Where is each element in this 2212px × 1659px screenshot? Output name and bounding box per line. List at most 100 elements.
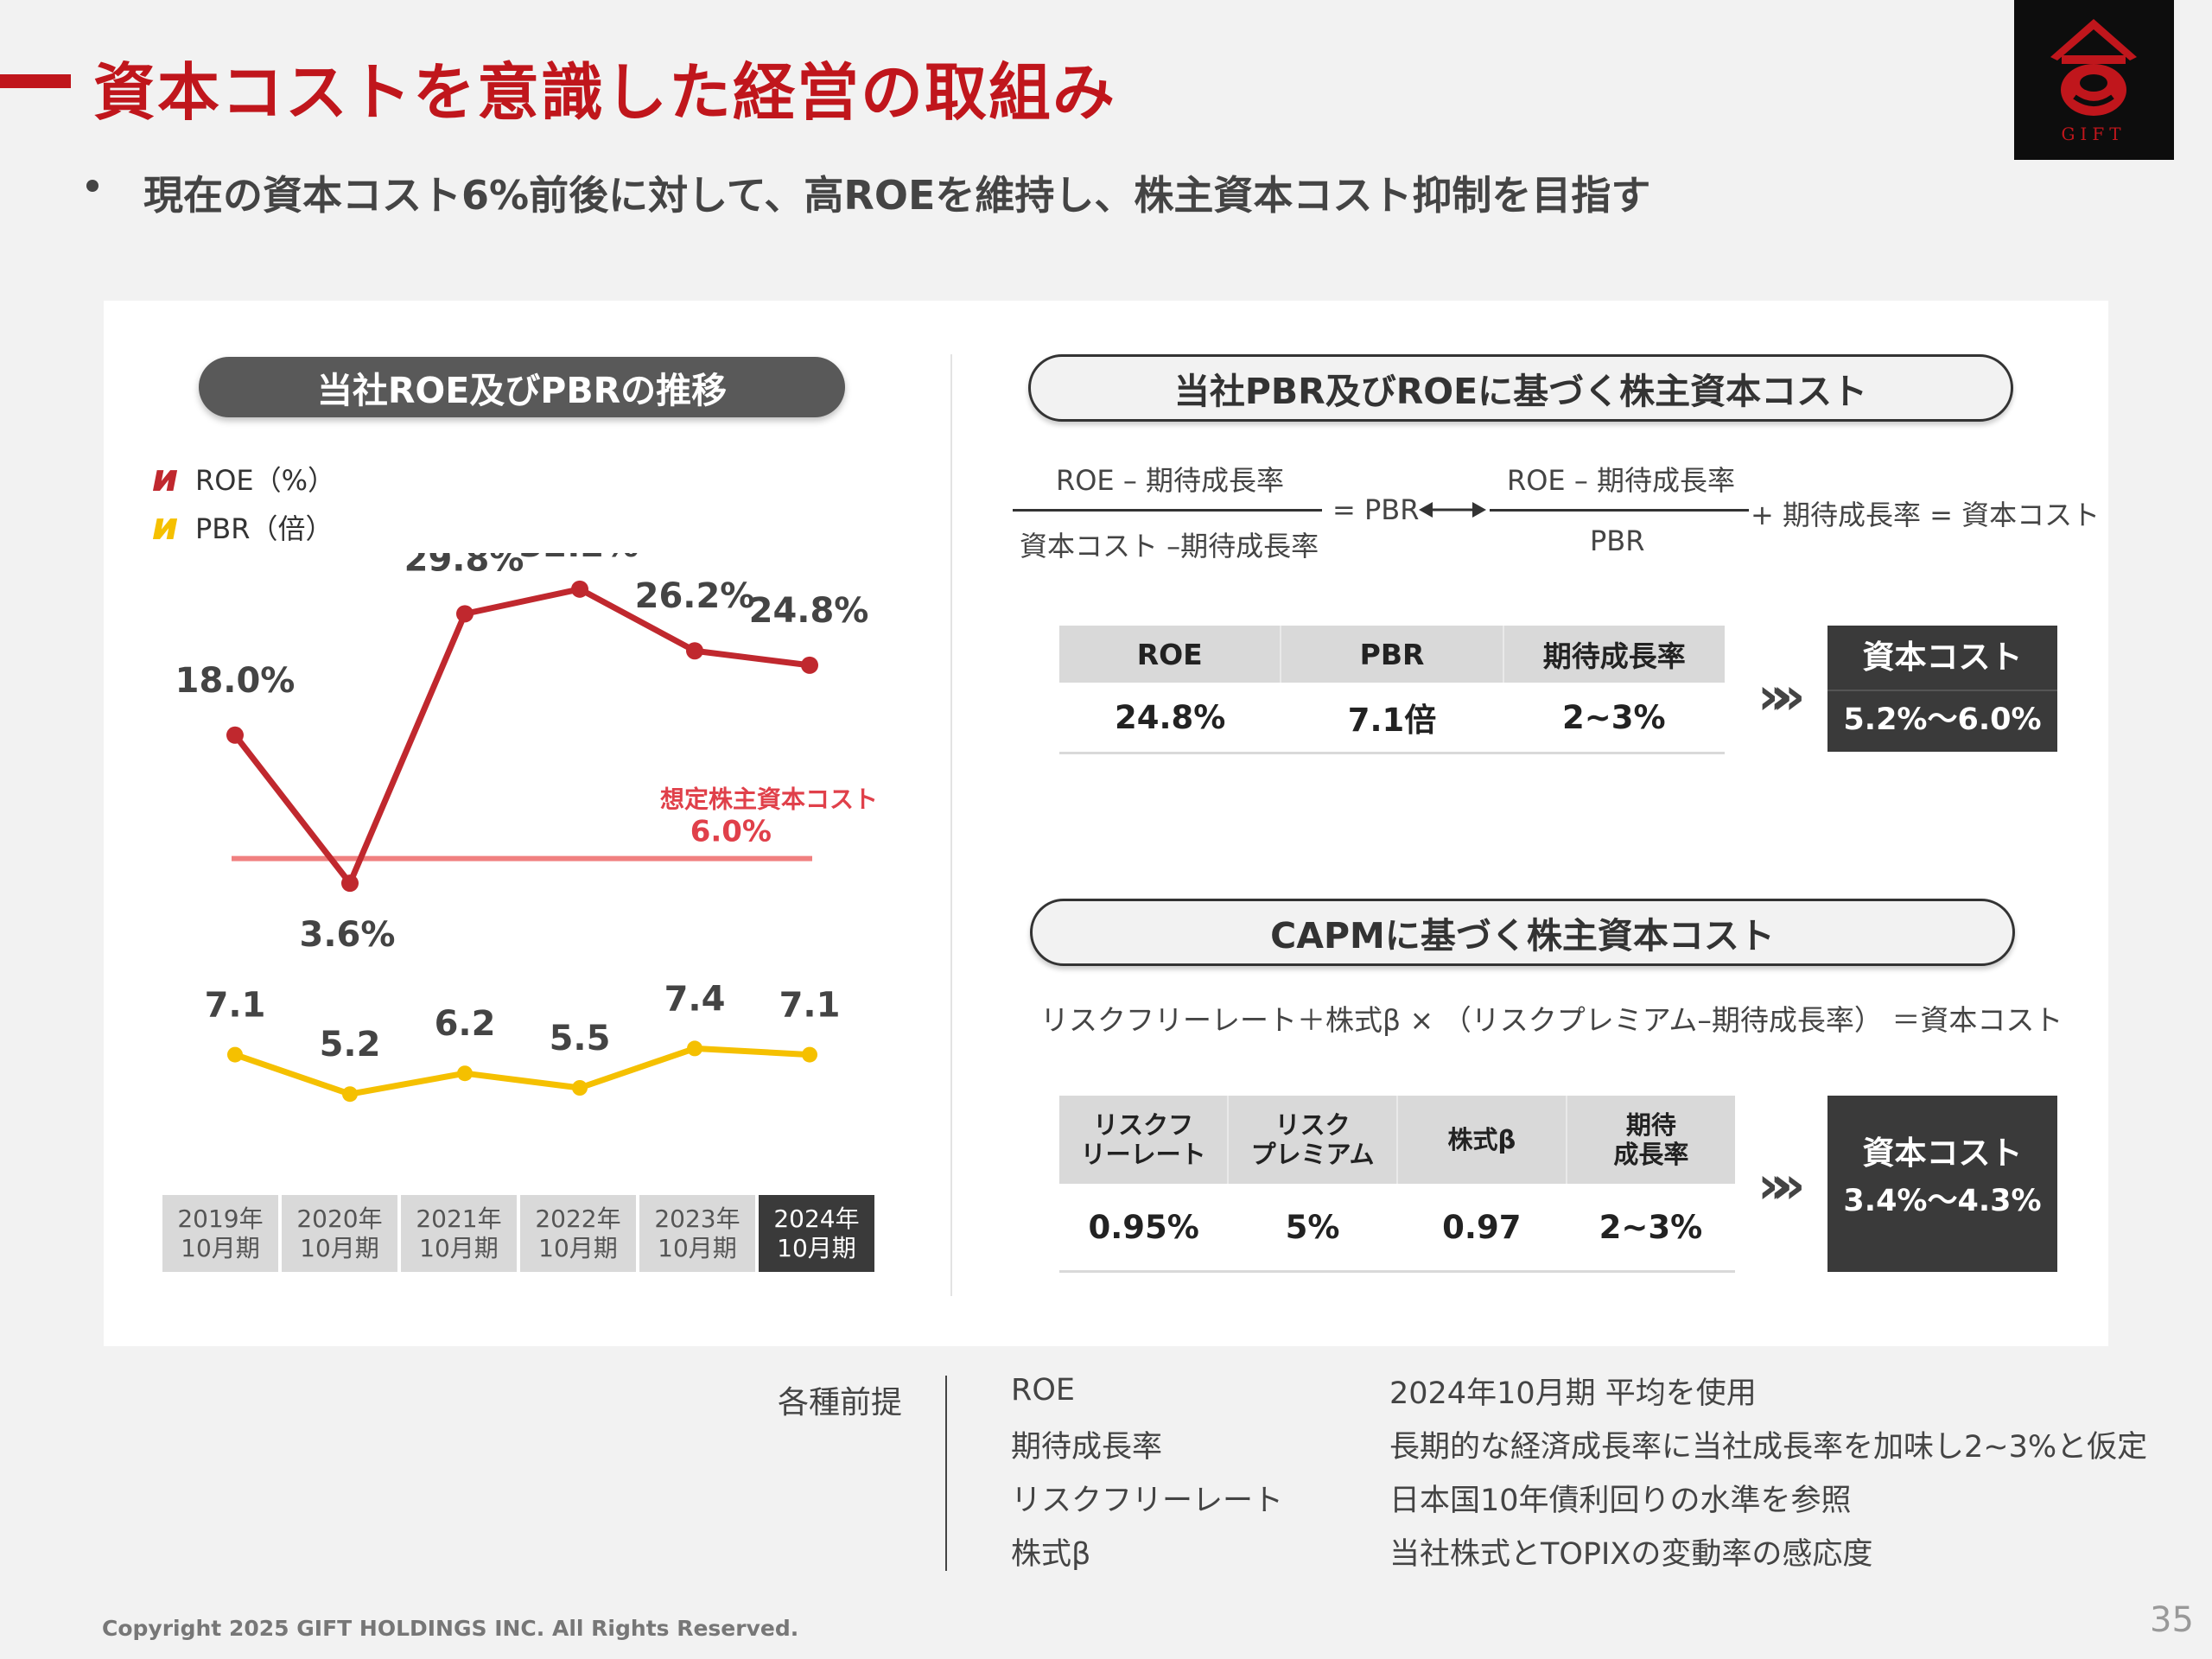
legend-item-pbr: ᴎ PBR（倍） xyxy=(147,503,335,551)
assumption-key: 株式β xyxy=(1011,1536,1091,1572)
legend-label: ROE（%） xyxy=(195,464,336,497)
assumption-key: リスクフリーレート xyxy=(1011,1483,1284,1518)
table-cell: 0.97 xyxy=(1396,1184,1567,1273)
table-header: PBR xyxy=(1281,626,1504,683)
table-header: 期待 成長率 xyxy=(1566,1096,1735,1184)
x-tick-label-current: 2024年 10月期 xyxy=(759,1195,874,1272)
pbr-data-label: 7.1 xyxy=(779,986,841,1026)
line-series-icon: ᴎ xyxy=(151,456,179,500)
copyright-text: Copyright 2025 GIFT HOLDINGS INC. All Ri… xyxy=(102,1616,799,1641)
company-logo: GIFT xyxy=(2014,0,2174,160)
assumptions-title: 各種前提 xyxy=(778,1385,903,1421)
assumptions-list: ROE 2024年10月期 平均を使用 期待成長率 長期的な経済成長率に当社成長… xyxy=(1011,1363,2147,1578)
assumption-value: 長期的な経済成長率に当社成長率を加味し2~3%と仮定 xyxy=(1389,1429,2148,1465)
result-label: 資本コスト xyxy=(1862,1135,2023,1172)
table-cell: 5% xyxy=(1228,1184,1397,1273)
result-label: 資本コスト xyxy=(1862,639,2023,676)
roe-data-point xyxy=(686,642,703,660)
pbr-data-label: 7.1 xyxy=(205,986,266,1026)
fraction-line xyxy=(1490,509,1749,512)
x-tick-label: 2022年 10月期 xyxy=(520,1195,636,1272)
x-tick-label: 2019年 10月期 xyxy=(162,1195,278,1272)
pbr-roe-input-table: ROE PBR 期待成長率 24.8% 7.1倍 2~3% xyxy=(1059,626,1725,754)
assumption-row: 期待成長率 長期的な経済成長率に当社成長率を加味し2~3%と仮定 xyxy=(1011,1417,2147,1471)
reference-line-value: 6.0% xyxy=(690,815,772,849)
pbr-series-line xyxy=(233,1045,810,1097)
chevron-right-icon: »» xyxy=(1758,1155,1805,1216)
roe-data-label: 18.0% xyxy=(175,661,296,701)
x-tick-label: 2020年 10月期 xyxy=(282,1195,397,1272)
table-cell: 24.8% xyxy=(1059,683,1281,754)
assumption-value: 日本国10年債利回りの水準を参照 xyxy=(1389,1483,1852,1518)
pbr-data-point xyxy=(687,1040,702,1057)
pbr-data-label: 5.5 xyxy=(550,1019,611,1058)
roe-pbr-section-title: 当社ROE及びPBRの推移 xyxy=(199,357,845,417)
reference-line-label: 想定株主資本コスト xyxy=(660,785,878,814)
formula2-denominator: PBR xyxy=(1590,524,1645,557)
chart-legend: ᴎ ROE（%） ᴎ PBR（倍） xyxy=(147,454,335,551)
pbr-data-label: 7.4 xyxy=(664,979,726,1019)
table-cell: 2~3% xyxy=(1503,683,1725,754)
legend-item-roe: ᴎ ROE（%） xyxy=(147,454,335,503)
table-cell: 7.1倍 xyxy=(1281,683,1503,754)
double-arrow-icon xyxy=(1419,499,1486,524)
pbr-formula: ROE – 期待成長率 資本コスト –期待成長率 = PBR ROE – 期待成… xyxy=(1011,454,2100,566)
page-title: 資本コストを意識した経営の取組み xyxy=(93,56,1117,129)
capm-formula: リスクフリーレート＋株式β × （リスクプレミアム–期待成長率） ＝資本コスト xyxy=(1040,1003,2063,1037)
pbr-data-point xyxy=(227,1046,243,1063)
formula2-numerator: ROE – 期待成長率 xyxy=(1507,464,1735,497)
table-header: ROE xyxy=(1059,626,1282,683)
bullet-icon xyxy=(86,180,99,192)
formula-equals-pbr: = PBR xyxy=(1332,493,1420,526)
roe-series-line xyxy=(232,586,810,887)
assumptions-divider xyxy=(945,1376,947,1571)
assumption-key: 期待成長率 xyxy=(1011,1429,1163,1465)
table-cell: 2~3% xyxy=(1566,1184,1735,1273)
roe-data-point xyxy=(226,726,244,744)
result-value: 5.2%～6.0% xyxy=(1843,702,2042,737)
pbr-based-cost-result: 資本コスト 5.2%～6.0% xyxy=(1827,626,2057,752)
table-cell: 0.95% xyxy=(1059,1184,1229,1273)
pbr-data-label: 5.2 xyxy=(320,1025,381,1065)
result-value: 3.4%～4.3% xyxy=(1843,1184,2042,1218)
roe-data-point xyxy=(456,605,474,623)
page-subtitle: 現在の資本コスト6%前後に対して、高ROEを維持し、株主資本コスト抑制を目指す xyxy=(143,172,1651,219)
assumption-value: 2024年10月期 平均を使用 xyxy=(1389,1376,1757,1411)
formula2-tail: + 期待成長率 = 資本コスト xyxy=(1751,499,2101,531)
table-header: リスクフ リーレート xyxy=(1059,1096,1230,1184)
table-header: リスク プレミアム xyxy=(1228,1096,1398,1184)
roe-data-label: 24.8% xyxy=(749,591,869,631)
chart-x-axis: 2019年 10月期 2020年 10月期 2021年 10月期 2022年 1… xyxy=(162,1195,874,1272)
capm-cost-section-title: CAPMに基づく株主資本コスト xyxy=(1030,899,2015,966)
fraction-line xyxy=(1013,509,1322,512)
table-header: 株式β xyxy=(1396,1096,1567,1184)
roe-data-point xyxy=(801,656,818,674)
assumption-row: 株式β 当社株式とTOPIXの変動率の感応度 xyxy=(1011,1524,2147,1578)
title-accent-bar xyxy=(0,74,71,88)
assumption-row: リスクフリーレート 日本国10年債利回りの水準を参照 xyxy=(1011,1471,2147,1524)
formula1-numerator: ROE – 期待成長率 xyxy=(1056,464,1284,497)
pbr-data-point xyxy=(457,1065,473,1082)
roe-data-label: 32.2% xyxy=(519,553,639,565)
page-number: 35 xyxy=(2150,1600,2194,1640)
roe-data-label: 26.2% xyxy=(635,576,755,616)
roe-data-point xyxy=(341,874,359,893)
capm-based-cost-result: 資本コスト 3.4%～4.3% xyxy=(1827,1096,2057,1272)
result-divider xyxy=(1827,690,2057,691)
svg-text:GIFT: GIFT xyxy=(2061,124,2126,144)
roe-data-point xyxy=(571,580,588,598)
x-tick-label: 2021年 10月期 xyxy=(401,1195,517,1272)
assumption-key: ROE xyxy=(1011,1373,1075,1408)
pbr-roe-cost-section-title: 当社PBR及びROEに基づく株主資本コスト xyxy=(1028,354,2013,422)
pbr-data-label: 6.2 xyxy=(435,1004,496,1044)
x-tick-label: 2023年 10月期 xyxy=(639,1195,755,1272)
logo-house-icon: GIFT xyxy=(2050,19,2137,144)
roe-data-label: 29.8% xyxy=(404,553,524,579)
capm-input-table: リスクフ リーレート リスク プレミアム 株式β 期待 成長率 0.95% 5%… xyxy=(1059,1096,1735,1273)
legend-label: PBR（倍） xyxy=(195,512,334,545)
line-series-icon: ᴎ xyxy=(151,505,179,549)
pbr-data-point xyxy=(572,1080,588,1096)
formula1-denominator: 資本コスト –期待成長率 xyxy=(1020,530,1319,563)
chevron-right-icon: »» xyxy=(1758,666,1805,727)
